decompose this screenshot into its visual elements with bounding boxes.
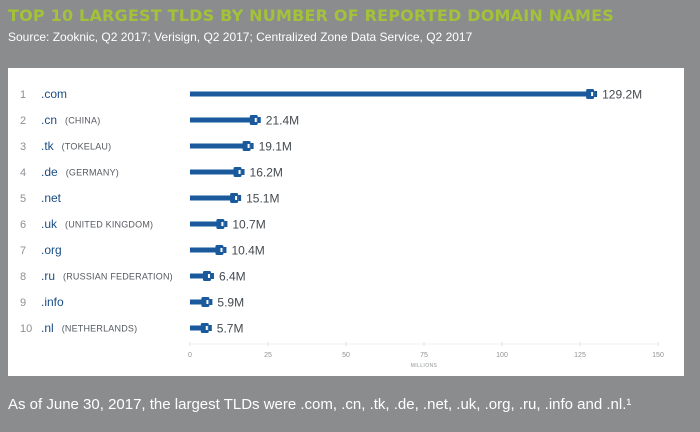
chart-panel: 1 .com 129.2M 2 .cn (CHINA) 21.4M 3 .tk (TOKELAU)… xyxy=(8,68,684,376)
bar-cap-highlight xyxy=(207,274,210,278)
bar xyxy=(190,195,238,201)
bar-end-cap xyxy=(249,115,258,125)
rank-label: 8 xyxy=(20,271,26,283)
bar-end-tip xyxy=(238,195,242,201)
value-label: 16.2M xyxy=(250,166,283,180)
bar xyxy=(190,91,594,97)
value-label: 5.7M xyxy=(217,322,244,336)
tld-label: .com xyxy=(41,87,67,101)
tld-label: .tk xyxy=(41,139,55,153)
country-label: (TOKELAU) xyxy=(62,142,112,152)
x-tick-label: 125 xyxy=(574,352,586,359)
bar-end-cap xyxy=(215,245,224,255)
x-tick-label: 25 xyxy=(264,352,272,359)
bar xyxy=(190,247,223,253)
bar xyxy=(190,143,250,149)
x-tick-label: 150 xyxy=(652,352,664,359)
x-tick-label: 50 xyxy=(342,352,350,359)
value-label: 10.4M xyxy=(231,244,264,258)
country-label: (RUSSIAN FEDERATION) xyxy=(63,272,173,282)
bar-end-tip xyxy=(210,273,214,279)
bar-end-cap xyxy=(202,271,211,281)
tld-label: .uk xyxy=(41,217,58,231)
bar-cap-highlight xyxy=(254,118,257,122)
x-tick-label: 0 xyxy=(188,352,192,359)
bar xyxy=(190,299,209,305)
bar-end-tip xyxy=(250,143,254,149)
bar-end-tip xyxy=(224,221,228,227)
chart-subtitle: Source: Zooknic, Q2 2017; Verisign, Q2 2… xyxy=(8,30,473,44)
bar xyxy=(190,117,257,123)
x-tick-label: 75 xyxy=(420,352,428,359)
rank-label: 9 xyxy=(20,297,26,309)
rank-label: 4 xyxy=(20,167,26,179)
x-axis-label: MILLIONS xyxy=(411,363,438,369)
bar-end-tip xyxy=(209,299,213,305)
bar-end-tip xyxy=(594,91,598,97)
value-label: 5.9M xyxy=(217,296,244,310)
tld-label: .ru xyxy=(41,269,55,283)
rank-label: 7 xyxy=(20,245,26,257)
rank-label: 5 xyxy=(20,193,26,205)
bar xyxy=(190,273,210,279)
bar xyxy=(190,325,208,331)
value-label: 129.2M xyxy=(602,88,642,102)
value-label: 6.4M xyxy=(219,270,246,284)
x-tick-label: 100 xyxy=(496,352,508,359)
tld-label: .cn xyxy=(41,113,57,127)
country-label: (NETHERLANDS) xyxy=(62,324,138,334)
bar-end-cap xyxy=(200,323,209,333)
rank-label: 2 xyxy=(20,115,26,127)
bar xyxy=(190,221,224,227)
bar-cap-highlight xyxy=(247,144,250,148)
bar-cap-highlight xyxy=(221,222,224,226)
value-label: 15.1M xyxy=(246,192,279,206)
tld-label: .org xyxy=(41,243,62,257)
footnote: As of June 30, 2017, the largest TLDs we… xyxy=(8,396,632,413)
bar-end-cap xyxy=(586,89,595,99)
bar-end-cap xyxy=(230,193,239,203)
bar-cap-highlight xyxy=(205,326,208,330)
value-label: 10.7M xyxy=(232,218,265,232)
tld-label: .nl xyxy=(41,321,54,335)
country-label: (GERMANY) xyxy=(66,168,119,178)
bar-end-cap xyxy=(201,297,210,307)
bar-chart: 1 .com 129.2M 2 .cn (CHINA) 21.4M 3 .tk (TOKELAU)… xyxy=(20,87,664,369)
bar-cap-highlight xyxy=(235,196,238,200)
bar-end-cap xyxy=(233,167,242,177)
rank-label: 3 xyxy=(20,141,26,153)
rank-label: 6 xyxy=(20,219,26,231)
tld-label: .de xyxy=(41,165,58,179)
bar xyxy=(190,169,241,175)
bar-end-tip xyxy=(241,169,245,175)
bar-end-cap xyxy=(216,219,225,229)
bar-cap-highlight xyxy=(591,92,594,96)
bar-end-tip xyxy=(208,325,212,331)
value-label: 21.4M xyxy=(266,114,299,128)
bar-end-cap xyxy=(242,141,251,151)
bar-end-tip xyxy=(257,117,261,123)
chart-title: TOP 10 LARGEST TLDS BY NUMBER OF REPORTE… xyxy=(8,6,614,25)
tld-label: .info xyxy=(41,295,64,309)
rank-label: 10 xyxy=(20,323,32,335)
bar-cap-highlight xyxy=(238,170,241,174)
bar-cap-highlight xyxy=(206,300,209,304)
tld-label: .net xyxy=(41,191,62,205)
rank-label: 1 xyxy=(20,89,26,101)
country-label: (UNITED KINGDOM) xyxy=(65,220,153,230)
country-label: (CHINA) xyxy=(65,116,100,126)
value-label: 19.1M xyxy=(259,140,292,154)
bar-end-tip xyxy=(223,247,227,253)
bar-cap-highlight xyxy=(220,248,223,252)
